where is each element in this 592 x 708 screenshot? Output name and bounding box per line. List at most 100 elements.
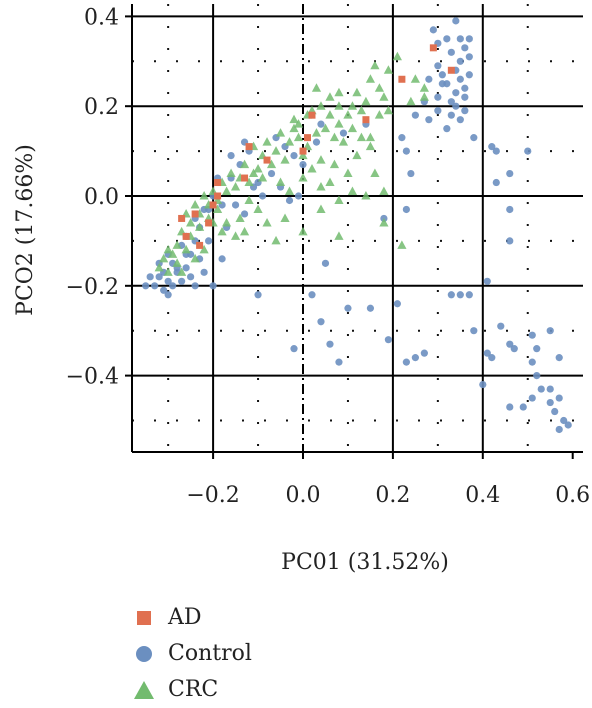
point-control — [335, 358, 343, 366]
point-crc — [293, 132, 304, 142]
point-control — [456, 57, 464, 65]
point-control — [384, 336, 393, 344]
point-control — [231, 201, 240, 209]
legend-label-ad: AD — [168, 605, 202, 630]
point-control — [488, 143, 496, 151]
point-crc — [397, 240, 407, 249]
y-tick-label: −0.4 — [66, 365, 119, 390]
point-crc — [177, 267, 187, 276]
point-crc — [383, 65, 394, 74]
point-ad — [308, 111, 316, 119]
point-control — [339, 129, 348, 137]
point-ad — [196, 241, 204, 249]
point-control — [205, 237, 213, 245]
point-control — [169, 282, 177, 290]
x-tick-label: 0.6 — [555, 483, 590, 508]
point-crc — [199, 191, 209, 200]
point-control — [555, 394, 563, 402]
point-control — [425, 75, 433, 83]
point-crc — [195, 222, 205, 231]
point-crc — [329, 159, 340, 169]
point-crc — [298, 173, 308, 182]
point-crc — [356, 105, 367, 115]
point-control — [393, 300, 401, 308]
point-control — [546, 327, 554, 335]
point-control — [420, 349, 428, 357]
point-crc — [163, 244, 173, 254]
point-control — [366, 304, 375, 312]
point-control — [452, 17, 460, 25]
point-crc — [370, 60, 380, 70]
point-crc — [343, 110, 353, 119]
point-crc — [271, 235, 281, 245]
point-crc — [217, 226, 227, 236]
point-crc — [334, 87, 344, 97]
point-ad — [429, 44, 437, 52]
point-crc — [374, 110, 385, 119]
point-crc — [325, 177, 335, 187]
point-control — [160, 286, 168, 294]
point-control — [290, 151, 298, 160]
legend-item-control: Control — [132, 636, 252, 672]
point-crc — [347, 101, 358, 110]
x-axis-ticks: −0.2 0.0 0.2 0.4 0.6 — [186, 452, 590, 508]
point-crc — [406, 96, 416, 106]
point-control — [528, 394, 536, 402]
point-control — [411, 111, 419, 119]
point-crc — [379, 217, 389, 227]
point-control — [443, 35, 451, 43]
point-crc — [280, 213, 290, 222]
point-crc — [347, 123, 358, 133]
point-crc — [293, 119, 304, 128]
point-control — [528, 331, 536, 339]
point-crc — [226, 168, 236, 178]
point-crc — [352, 150, 362, 160]
point-crc — [181, 244, 191, 254]
point-crc — [199, 244, 209, 254]
circle-marker-icon — [136, 646, 152, 662]
point-control — [294, 192, 303, 200]
point-control — [528, 358, 536, 366]
point-crc — [257, 173, 268, 182]
point-control — [285, 196, 294, 205]
point-control — [290, 345, 298, 353]
point-crc — [230, 231, 241, 240]
point-control — [506, 403, 514, 411]
point-control — [164, 291, 172, 299]
point-control — [470, 327, 478, 335]
point-crc — [190, 199, 200, 209]
point-control — [178, 277, 186, 285]
point-crc — [361, 96, 371, 106]
legend-swatch-crc — [134, 681, 154, 699]
point-control — [191, 282, 199, 290]
y-tick-label: 0.0 — [84, 185, 119, 210]
point-crc — [230, 182, 241, 191]
point-crc — [379, 92, 389, 101]
point-crc — [248, 168, 259, 178]
legend-label-control: Control — [168, 641, 252, 666]
point-crc — [316, 155, 326, 164]
point-crc — [365, 141, 376, 151]
point-control — [438, 80, 446, 88]
point-crc — [311, 83, 322, 92]
point-ad — [362, 116, 370, 124]
point-control — [461, 93, 469, 101]
point-control — [506, 169, 514, 178]
legend-item-ad: AD — [132, 600, 252, 636]
point-crc — [190, 253, 200, 263]
point-crc — [316, 182, 326, 191]
point-crc — [325, 110, 335, 119]
point-control — [456, 116, 464, 124]
point-control — [465, 291, 473, 299]
point-crc — [370, 168, 380, 178]
point-crc — [154, 262, 164, 272]
point-crc — [365, 132, 376, 142]
point-control — [146, 273, 154, 281]
point-ad — [205, 219, 213, 227]
point-ad — [398, 75, 406, 83]
point-ad — [214, 192, 222, 200]
point-crc — [298, 226, 308, 236]
point-crc — [262, 137, 272, 146]
point-control — [447, 291, 455, 299]
